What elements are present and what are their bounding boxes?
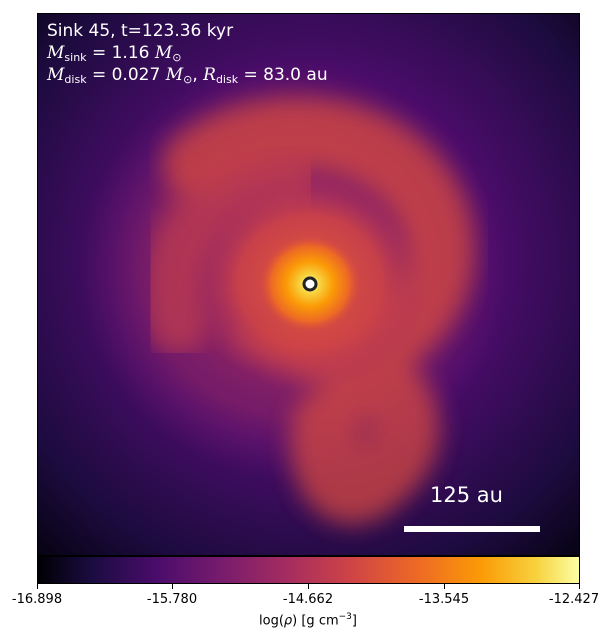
- sink-mass: Msink = 1.16 M⊙: [47, 43, 182, 64]
- scale-bar-label: 125 au: [430, 483, 503, 507]
- scale-bar: [404, 526, 540, 532]
- density-image: [38, 14, 579, 555]
- colorbar-label: log(ρ) [g cm−3]: [259, 612, 357, 629]
- colorbar-tick: [37, 584, 38, 589]
- colorbar-tick-label: -12.427: [548, 592, 600, 607]
- colorbar: [37, 556, 580, 584]
- sink-title: Sink 45, t=123.36 kyr: [47, 21, 234, 41]
- colorbar-tick-label: -16.898: [11, 592, 63, 607]
- colorbar-tick: [308, 584, 309, 589]
- colorbar-tick-label: -15.780: [146, 592, 198, 607]
- density-map: Sink 45, t=123.36 kyr Msink = 1.16 M⊙ Md…: [37, 13, 580, 556]
- colorbar-tick: [444, 584, 445, 589]
- colorbar-tick-label: -14.662: [282, 592, 334, 607]
- disk-properties: Mdisk = 0.027 M⊙, Rdisk = 83.0 au: [47, 65, 328, 86]
- sink-marker: [302, 276, 318, 292]
- colorbar-tick: [172, 584, 173, 589]
- colorbar-tick: [579, 584, 580, 589]
- colorbar-tick-label: -13.545: [418, 592, 470, 607]
